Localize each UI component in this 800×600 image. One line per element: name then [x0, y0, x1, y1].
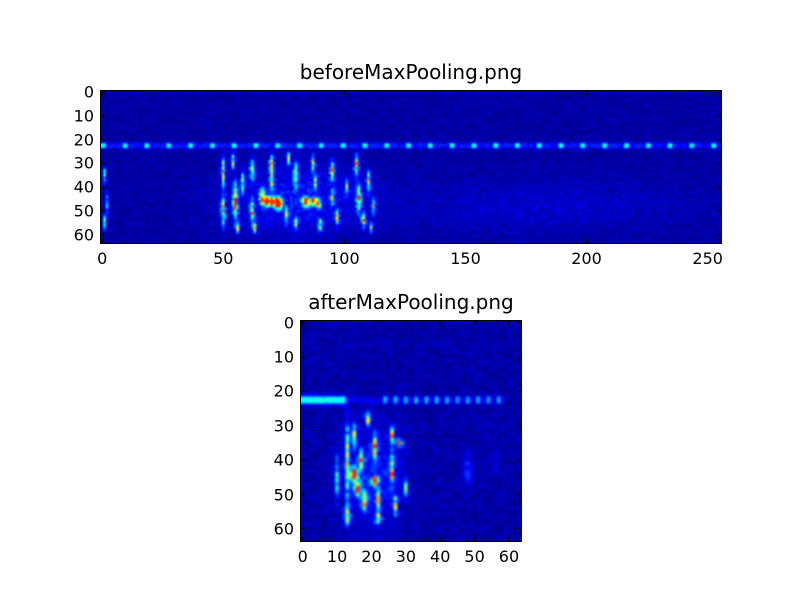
x-tick-mark [508, 321, 510, 325]
after-maxpooling-plot: afterMaxPooling.png 0 10 20 30 40 50 60 0 10 20 30… [274, 290, 522, 566]
x-tick-mark [508, 537, 510, 541]
x-tick-label: 0 [97, 249, 108, 268]
x-tick-mark [343, 91, 345, 95]
y-tick-mark [517, 459, 521, 461]
y-tick-mark [517, 494, 521, 496]
y-tick-mark [101, 91, 105, 93]
y-tick-mark [517, 322, 521, 324]
x-tick-mark [101, 91, 103, 95]
y-tick-mark [101, 162, 105, 164]
y-tick-mark [517, 528, 521, 530]
x-tick-label: 60 [498, 547, 520, 566]
y-tick-mark [101, 186, 105, 188]
y-tick-label: 50 [73, 201, 94, 221]
y-tick-mark [717, 91, 721, 93]
y-tick-mark [517, 356, 521, 358]
x-tick-mark [586, 239, 588, 243]
y-tick-mark [717, 186, 721, 188]
y-tick-label: 0 [83, 82, 94, 102]
x-tick-label: 250 [692, 249, 723, 268]
x-tick-mark [439, 321, 441, 325]
before-heatmap-canvas [101, 91, 721, 243]
x-tick-mark [343, 239, 345, 243]
x-tick-mark [370, 537, 372, 541]
x-tick-label: 0 [297, 547, 308, 566]
y-tick-label: 20 [73, 130, 94, 150]
y-tick-mark [301, 356, 305, 358]
after-heatmap-canvas [301, 321, 521, 541]
x-tick-mark [336, 321, 338, 325]
y-tick-label: 50 [273, 485, 294, 505]
x-tick-mark [707, 91, 709, 95]
x-tick-label: 150 [450, 249, 481, 268]
y-tick-label: 60 [73, 225, 94, 245]
y-tick-mark [717, 162, 721, 164]
y-tick-mark [717, 115, 721, 117]
x-tick-mark [222, 91, 224, 95]
y-tick-mark [717, 210, 721, 212]
y-tick-mark [301, 459, 305, 461]
y-tick-mark [301, 528, 305, 530]
chart-title-after: afterMaxPooling.png [308, 290, 514, 314]
x-tick-label: 20 [361, 547, 382, 566]
x-tick-label: 100 [329, 249, 360, 268]
tick-layer-before: 0 50 100 150 200 250 0 10 20 30 40 50 60 [74, 83, 723, 268]
y-tick-mark [301, 494, 305, 496]
y-tick-label: 40 [73, 177, 94, 197]
y-tick-label: 10 [273, 347, 294, 367]
y-tick-mark [301, 425, 305, 427]
y-tick-mark [517, 425, 521, 427]
y-tick-label: 30 [273, 416, 294, 436]
x-tick-label: 200 [571, 249, 602, 268]
chart-title-before: beforeMaxPooling.png [299, 60, 523, 84]
y-tick-label: 10 [73, 106, 94, 126]
y-tick-mark [717, 234, 721, 236]
y-tick-mark [101, 115, 105, 117]
x-tick-mark [707, 239, 709, 243]
y-tick-mark [101, 210, 105, 212]
x-tick-mark [474, 321, 476, 325]
x-tick-mark [464, 91, 466, 95]
x-tick-label: 30 [395, 547, 417, 566]
x-tick-label: 50 [213, 249, 234, 268]
x-tick-mark [474, 537, 476, 541]
y-tick-label: 40 [273, 450, 294, 470]
x-tick-mark [370, 321, 372, 325]
x-tick-label: 50 [464, 547, 485, 566]
x-tick-label: 10 [326, 547, 348, 566]
y-tick-label: 0 [283, 313, 294, 333]
x-tick-mark [101, 239, 103, 243]
y-tick-mark [717, 139, 721, 141]
x-tick-mark [405, 537, 407, 541]
y-tick-mark [101, 139, 105, 141]
y-tick-mark [301, 322, 305, 324]
before-maxpooling-plot: beforeMaxPooling.png 0 50 100 150 200 250 0 10 2… [74, 60, 723, 268]
x-tick-mark [586, 91, 588, 95]
x-tick-label: 40 [430, 547, 451, 566]
y-tick-mark [517, 390, 521, 392]
x-tick-mark [222, 239, 224, 243]
x-tick-mark [336, 537, 338, 541]
y-tick-label: 30 [73, 153, 94, 173]
tick-layer-after: 0 10 20 30 40 50 60 0 10 20 30 40 50 60 [274, 313, 521, 566]
x-tick-mark [439, 537, 441, 541]
x-tick-mark [464, 239, 466, 243]
y-tick-label: 20 [273, 381, 294, 401]
y-tick-mark [101, 234, 105, 236]
x-tick-mark [405, 321, 407, 325]
x-tick-mark [302, 537, 304, 541]
y-tick-mark [301, 390, 305, 392]
y-tick-label: 60 [273, 519, 294, 539]
